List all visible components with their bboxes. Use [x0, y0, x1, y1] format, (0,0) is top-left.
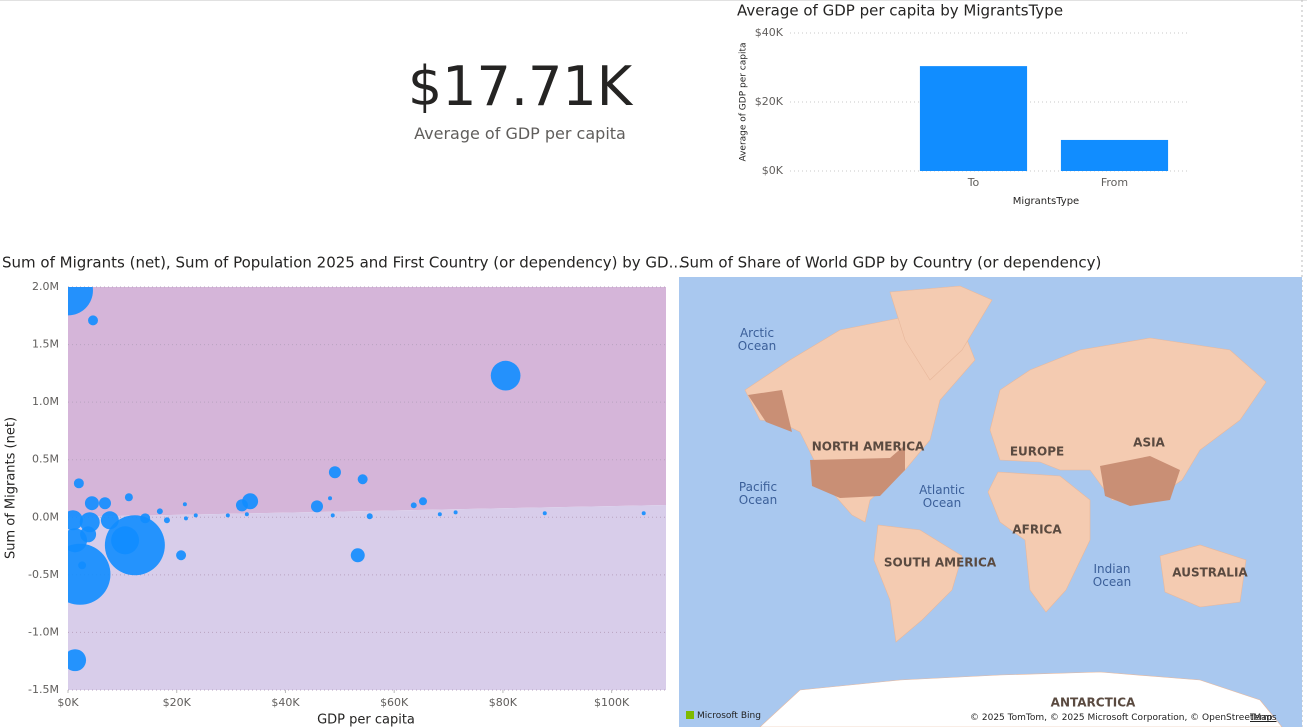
- bubble: [437, 512, 442, 517]
- map-label: AUSTRALIA: [1172, 565, 1248, 580]
- bar: [919, 66, 1028, 171]
- x-tick-label: $60K: [380, 696, 409, 709]
- kpi-value: $17.71K: [407, 55, 633, 118]
- bubble: [182, 502, 187, 507]
- map-label: SOUTH AMERICA: [883, 555, 997, 570]
- south-america: [873, 524, 963, 643]
- x-tick-label: $100K: [594, 696, 630, 709]
- map: [679, 277, 1302, 727]
- bubble: [419, 497, 427, 506]
- map-terms[interactable]: Terms: [1250, 713, 1277, 723]
- usa: [810, 445, 905, 498]
- bubble: [328, 466, 341, 479]
- bubble: [68, 287, 93, 316]
- map-label: ASIA: [1133, 435, 1165, 450]
- bubble: [410, 502, 417, 509]
- bar: [1060, 139, 1169, 171]
- bubble: [244, 512, 249, 517]
- africa: [987, 471, 1091, 613]
- scatter-title: Sum of Migrants (net), Sum of Population…: [2, 254, 683, 272]
- y-tick-label: -1.0M: [28, 625, 59, 638]
- bubble: [641, 511, 646, 516]
- bubble: [84, 496, 99, 511]
- map-label: NORTH AMERICA: [811, 439, 925, 454]
- bubble: [490, 360, 521, 391]
- bubble: [68, 510, 83, 531]
- bubble: [163, 517, 170, 524]
- bubble: [73, 478, 84, 489]
- map-logo: Microsoft Bing: [697, 711, 761, 721]
- x-axis-title: GDP per capita: [317, 713, 415, 727]
- bubble: [453, 510, 458, 515]
- x-tick-label: From: [1101, 176, 1128, 189]
- map-label: Indian Ocean: [1092, 562, 1132, 589]
- bubble: [156, 508, 163, 515]
- alaska: [748, 390, 792, 432]
- y-axis-title: Sum of Migrants (net): [4, 417, 19, 559]
- x-tick-label: $40K: [271, 696, 300, 709]
- bing-logo: [686, 711, 694, 719]
- x-tick-label: $0K: [57, 696, 79, 709]
- bubble: [68, 649, 87, 672]
- y-tick-label: 1.0M: [32, 395, 59, 408]
- bubble: [80, 526, 97, 543]
- y-axis-title: Average of GDP per capita: [739, 42, 749, 161]
- greenland: [889, 285, 993, 381]
- y-tick-label: -1.5M: [28, 683, 59, 696]
- map-label: EUROPE: [1009, 444, 1065, 459]
- bar-title: Average of GDP per capita by MigrantsTyp…: [737, 2, 1063, 20]
- x-tick-label: $20K: [163, 696, 192, 709]
- bubble: [183, 516, 188, 521]
- y-tick-label: $40K: [755, 26, 784, 39]
- bubble: [330, 513, 335, 518]
- bubble: [68, 543, 111, 605]
- map-label: ANTARCTICA: [1050, 695, 1136, 710]
- bubble: [176, 550, 187, 561]
- lower-zone: [68, 505, 666, 690]
- x-tick-label: $80K: [489, 696, 518, 709]
- bubbles: [68, 287, 646, 672]
- y-tick-label: $0K: [762, 164, 784, 177]
- x-axis-title: MigrantsType: [1013, 196, 1079, 207]
- map-title: Sum of Share of World GDP by Country (or…: [680, 254, 1101, 272]
- map-label: Pacific Ocean: [738, 480, 778, 507]
- australia: [1159, 544, 1247, 608]
- bubble: [98, 497, 111, 510]
- eurasia: [989, 337, 1267, 503]
- bubble: [357, 474, 368, 485]
- x-tick-label: To: [967, 176, 980, 189]
- bubble: [124, 493, 133, 502]
- y-tick-label: -0.5M: [28, 568, 59, 581]
- bubble: [350, 548, 365, 563]
- bubble: [193, 513, 198, 518]
- map-attribution: © 2025 TomTom, © 2025 Microsoft Corporat…: [970, 713, 1273, 723]
- bubble: [235, 499, 248, 512]
- bubble: [310, 500, 324, 513]
- map-label: Atlantic Ocean: [919, 483, 965, 510]
- china: [1100, 456, 1180, 506]
- antarctica: [759, 671, 1283, 727]
- map-label: Arctic Ocean: [737, 326, 777, 353]
- bubble: [328, 496, 333, 501]
- map-label: AFRICA: [1012, 522, 1062, 537]
- kpi-label: Average of GDP per capita: [414, 124, 626, 143]
- bubble: [104, 515, 165, 576]
- y-tick-label: 2.0M: [32, 280, 59, 293]
- bubble: [225, 513, 230, 518]
- y-tick-label: $20K: [755, 95, 784, 108]
- y-tick-label: 0.5M: [32, 453, 59, 466]
- bubble: [542, 511, 547, 516]
- bubble: [366, 513, 373, 520]
- bubble: [88, 315, 98, 326]
- y-tick-label: 0.0M: [32, 510, 59, 523]
- y-tick-label: 1.5M: [32, 338, 59, 351]
